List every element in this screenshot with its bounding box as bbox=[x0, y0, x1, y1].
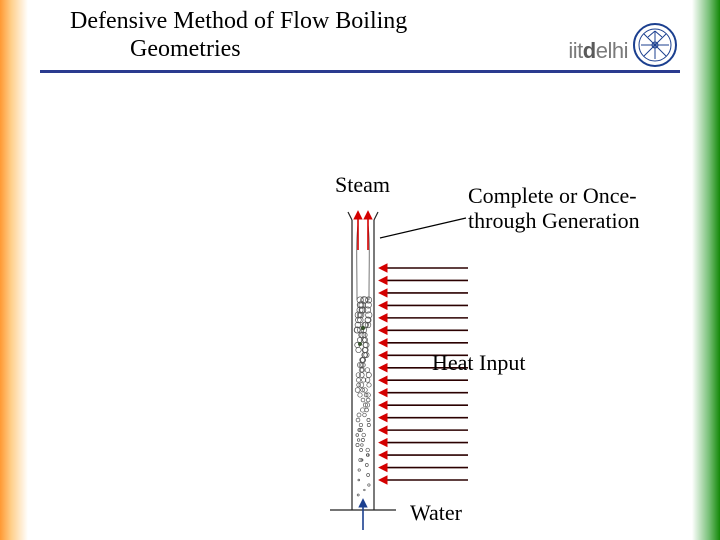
steam-label: Steam bbox=[335, 172, 390, 198]
complete-gen-label: Complete or Once-through Generation bbox=[468, 183, 678, 234]
heat-input-label: Heat Input bbox=[432, 350, 525, 376]
complete-pointer bbox=[380, 218, 466, 238]
bubbles-icon bbox=[354, 297, 372, 496]
tube-walls bbox=[330, 212, 396, 510]
water-label: Water bbox=[410, 500, 462, 526]
boiling-tube-diagram bbox=[0, 0, 720, 540]
steam-arrows bbox=[358, 212, 368, 250]
